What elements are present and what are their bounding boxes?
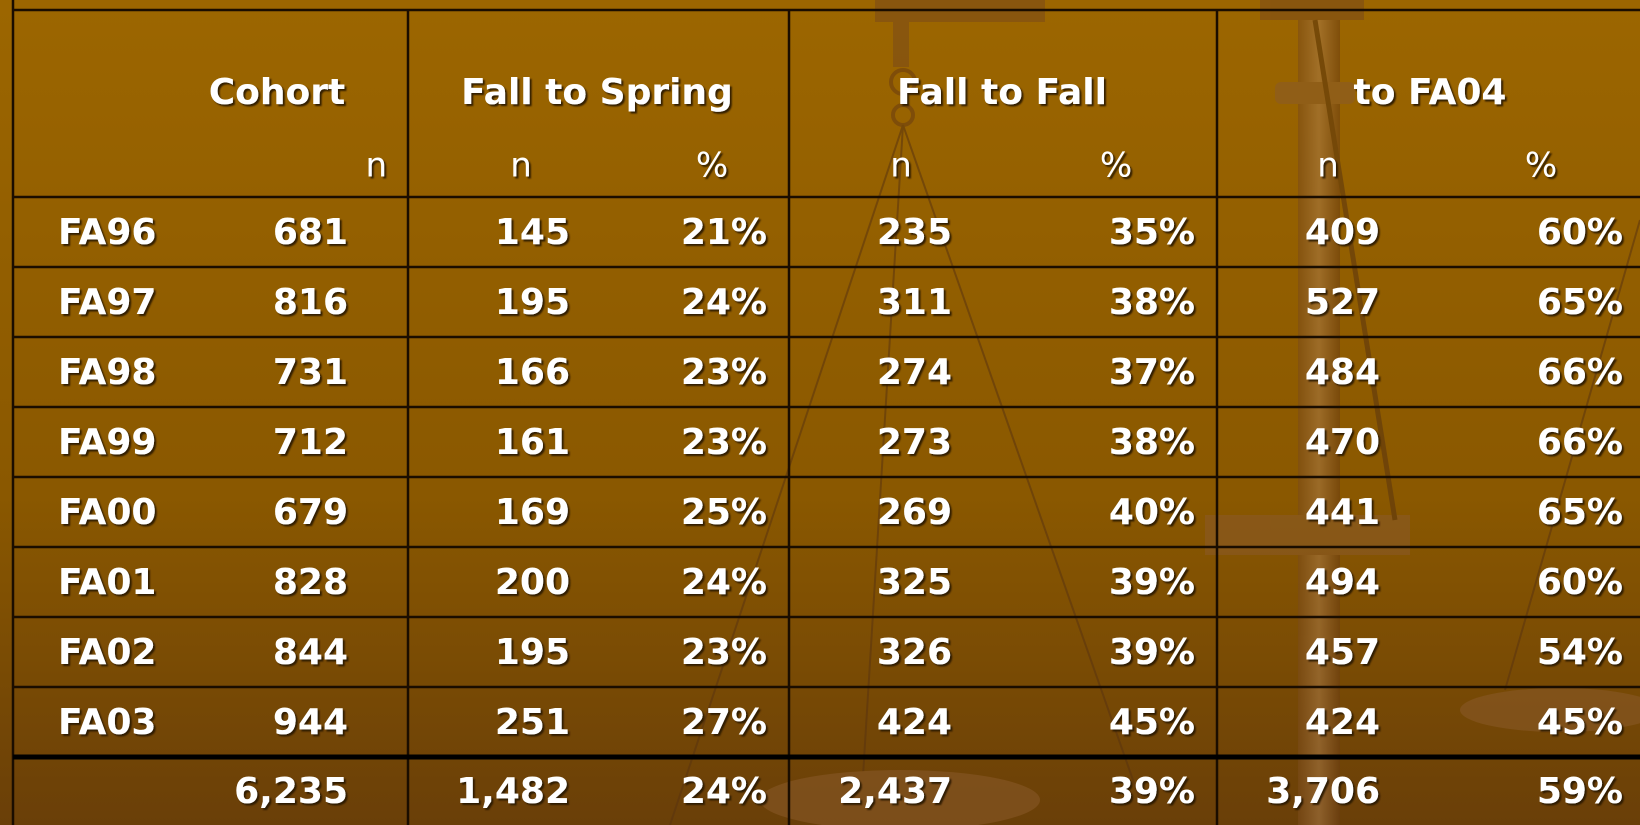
cell: 66% <box>1537 422 1623 463</box>
cell: 527 <box>1305 282 1380 323</box>
cell: 24% <box>681 282 767 323</box>
sub-header: % <box>696 146 728 186</box>
cell: 38% <box>1109 282 1195 323</box>
total-cell: 1,482 <box>456 771 570 812</box>
sub-header: n <box>365 146 387 186</box>
cell: 161 <box>495 422 570 463</box>
cell: 40% <box>1109 492 1195 533</box>
total-cell: 2,437 <box>838 771 952 812</box>
cell: 145 <box>495 212 570 253</box>
cell: 23% <box>681 422 767 463</box>
scale-decoration <box>669 0 1640 825</box>
cell: 21% <box>681 212 767 253</box>
group-header: to FA04 <box>1354 72 1507 113</box>
group-header: Fall to Fall <box>897 72 1107 113</box>
cell: 45% <box>1537 702 1623 743</box>
total-cell: 3,706 <box>1266 771 1380 812</box>
row-label: FA02 <box>58 632 156 673</box>
cell: 200 <box>495 562 570 603</box>
total-cell: 6,235 <box>234 771 348 812</box>
cell: 326 <box>877 632 952 673</box>
cell: 484 <box>1305 352 1380 393</box>
total-cell: 59% <box>1537 771 1623 812</box>
cell: 45% <box>1109 702 1195 743</box>
row-label: FA03 <box>58 702 156 743</box>
row-label: FA01 <box>58 562 156 603</box>
group-header: Fall to Spring <box>461 72 733 113</box>
cell: 23% <box>681 352 767 393</box>
cell: 35% <box>1109 212 1195 253</box>
cell: 681 <box>273 212 348 253</box>
cell: 731 <box>273 352 348 393</box>
cell: 494 <box>1305 562 1380 603</box>
sub-header: n <box>510 146 532 186</box>
cell: 325 <box>877 562 952 603</box>
cell: 24% <box>681 562 767 603</box>
row-label: FA96 <box>58 212 156 253</box>
cell: 273 <box>877 422 952 463</box>
total-cell: 24% <box>681 771 767 812</box>
cell: 470 <box>1305 422 1380 463</box>
sub-header: n <box>1317 146 1339 186</box>
cell: 424 <box>877 702 952 743</box>
cell: 65% <box>1537 282 1623 323</box>
cell: 166 <box>495 352 570 393</box>
cell: 23% <box>681 632 767 673</box>
cell: 235 <box>877 212 952 253</box>
cell: 169 <box>495 492 570 533</box>
total-cell: 39% <box>1109 771 1195 812</box>
cell: 54% <box>1537 632 1623 673</box>
cell: 195 <box>495 282 570 323</box>
cell: 441 <box>1305 492 1380 533</box>
row-label: FA98 <box>58 352 156 393</box>
cell: 60% <box>1537 562 1623 603</box>
cell: 844 <box>273 632 348 673</box>
cell: 269 <box>877 492 952 533</box>
sub-header: n <box>890 146 912 186</box>
cell: 25% <box>681 492 767 533</box>
cell: 65% <box>1537 492 1623 533</box>
cell: 409 <box>1305 212 1380 253</box>
cell: 679 <box>273 492 348 533</box>
row-label: FA99 <box>58 422 156 463</box>
cell: 816 <box>273 282 348 323</box>
cell: 251 <box>495 702 570 743</box>
cell: 424 <box>1305 702 1380 743</box>
cell: 195 <box>495 632 570 673</box>
cell: 27% <box>681 702 767 743</box>
sub-header: % <box>1100 146 1132 186</box>
cell: 944 <box>273 702 348 743</box>
cell: 274 <box>877 352 952 393</box>
cell: 39% <box>1109 632 1195 673</box>
group-header: Cohort <box>209 72 345 113</box>
cell: 60% <box>1537 212 1623 253</box>
cell: 311 <box>877 282 952 323</box>
cell: 66% <box>1537 352 1623 393</box>
row-label: FA00 <box>58 492 156 533</box>
cell: 828 <box>273 562 348 603</box>
cell: 457 <box>1305 632 1380 673</box>
row-label: FA97 <box>58 282 156 323</box>
cell: 37% <box>1109 352 1195 393</box>
cell: 39% <box>1109 562 1195 603</box>
cell: 38% <box>1109 422 1195 463</box>
cell: 712 <box>273 422 348 463</box>
sub-header: % <box>1525 146 1557 186</box>
